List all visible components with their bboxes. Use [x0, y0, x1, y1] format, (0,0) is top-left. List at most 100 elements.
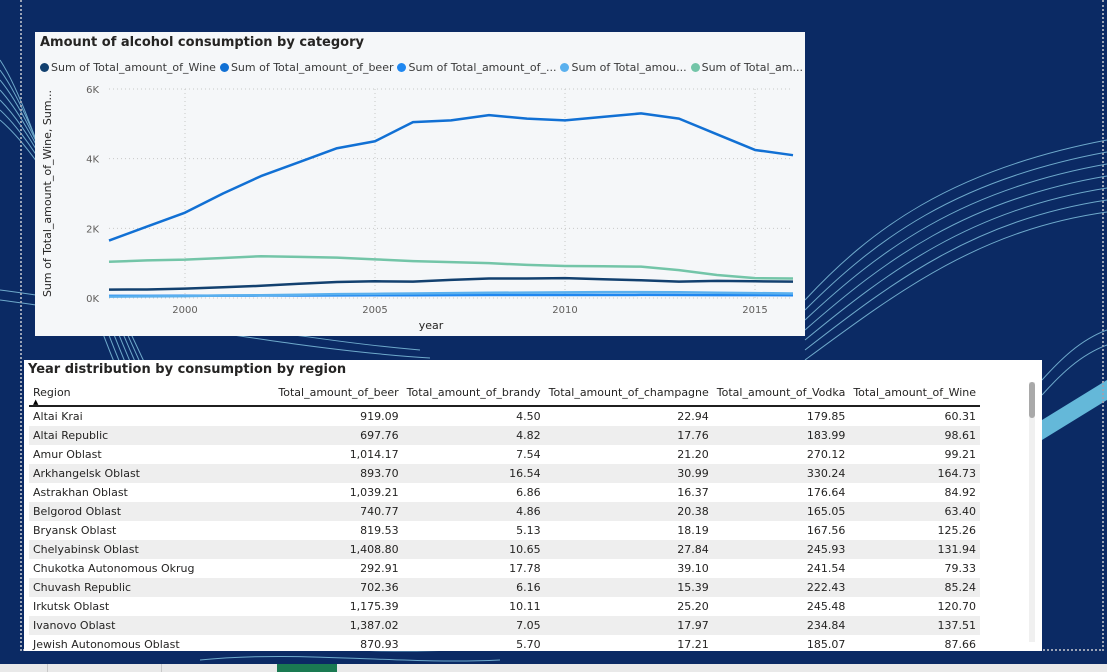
value-cell: 125.26: [937, 524, 977, 537]
value-cell: 17.76: [544, 426, 713, 445]
table-row[interactable]: Astrakhan Oblast 1,039.21 6.86 16.37 176.64 8…: [29, 483, 980, 502]
series-line-5: [108, 254, 794, 280]
tab-separator: [47, 664, 48, 672]
active-page-tab[interactable]: [277, 664, 337, 672]
value-cell: 1,039.21: [349, 486, 399, 499]
legend-item-4[interactable]: Sum of Total_amou...: [560, 61, 687, 74]
legend-marker-icon: [560, 63, 570, 72]
table-row[interactable]: Jewish Autonomous Oblast 870.93 5.70 17.21 1…: [29, 635, 980, 651]
y-tick-label: 2K: [86, 224, 99, 235]
table-row[interactable]: Chelyabinsk Oblast 1,408.80 10.65 27.84 245.…: [29, 540, 980, 559]
value-cell: 1,014.17: [349, 448, 399, 461]
value-cell: 6.16: [402, 578, 545, 597]
value-cell: 25.20: [677, 600, 709, 613]
value-cell: 30.99: [544, 464, 713, 483]
value-cell: 740.77: [274, 502, 403, 521]
region-cell: Irkutsk Oblast: [33, 600, 110, 613]
column-header-total-amount-of-wine[interactable]: Total_amount_of_Wine: [849, 383, 980, 407]
value-cell: 270.12: [806, 448, 846, 461]
value-cell: 98.61: [849, 426, 980, 445]
table-row[interactable]: Belgorod Oblast 740.77 4.86 20.38 165.05 63.4…: [29, 502, 980, 521]
region-cell: Bryansk Oblast: [33, 524, 117, 537]
legend-item-1[interactable]: Sum of Total_amount_of_Wine: [40, 61, 216, 74]
table-row[interactable]: Altai Republic 697.76 4.82 17.76 183.99 98.61: [29, 426, 980, 445]
region-cell: Ivanovo Oblast: [29, 616, 275, 635]
table-row[interactable]: Chukotka Autonomous Okrug 292.91 17.78 39.1…: [29, 559, 980, 578]
table-wrapper: Region ▲ Total_amount_of_beer Total_amount_…: [29, 383, 1019, 651]
value-cell: 183.99: [712, 426, 850, 445]
table-scroll-thumb[interactable]: [1029, 382, 1035, 418]
value-cell: 60.31: [944, 410, 977, 423]
column-header-region[interactable]: Region ▲: [29, 383, 275, 407]
region-cell: Altai Republic: [29, 426, 275, 445]
region-cell: Chuvash Republic: [29, 578, 275, 597]
y-tick-label: 6K: [86, 85, 99, 96]
value-cell: 137.51: [849, 616, 980, 635]
value-cell: 4.82: [402, 426, 545, 445]
value-cell: 17.97: [544, 616, 713, 635]
value-cell: 7.05: [402, 616, 545, 635]
value-cell: 245.93: [712, 540, 850, 559]
value-cell: 39.10: [677, 562, 709, 575]
value-cell: 185.07: [806, 638, 846, 651]
value-cell: 179.85: [806, 410, 846, 423]
legend-label: Sum of Total_amount_of_Wine: [51, 61, 216, 74]
value-cell: 99.21: [944, 448, 977, 461]
legend-item-5[interactable]: Sum of Total_am...: [690, 61, 803, 74]
value-cell: 79.33: [944, 562, 977, 575]
table-row[interactable]: Chuvash Republic 702.36 6.16 15.39 222.43 85.…: [29, 578, 980, 597]
chart-legend: Sum of Total_amount_of_Wine Sum of Total_…: [40, 61, 807, 74]
value-cell: 164.73: [849, 464, 980, 483]
value-cell: 893.70: [274, 464, 403, 483]
table-row[interactable]: Arkhangelsk Oblast 893.70 16.54 30.99 330.24…: [29, 464, 980, 483]
column-header-total-amount-of-champagne[interactable]: Total_amount_of_champagne: [544, 383, 713, 407]
region-cell: Jewish Autonomous Oblast: [33, 638, 180, 651]
value-cell: 84.92: [944, 486, 977, 499]
table-row[interactable]: Ivanovo Oblast 1,387.02 7.05 17.97 234.84 137…: [29, 616, 980, 635]
x-tick-label: 2000: [172, 305, 197, 316]
legend-item-3[interactable]: Sum of Total_amount_of_...: [397, 61, 556, 74]
table-row[interactable]: Bryansk Oblast 819.53 5.13 18.19 167.56 125.2…: [29, 521, 980, 540]
value-cell: 63.40: [849, 502, 980, 521]
region-cell: Chukotka Autonomous Okrug: [33, 562, 195, 575]
series-line-1: [108, 276, 794, 291]
region-cell: Amur Oblast: [33, 448, 102, 461]
value-cell: 234.84: [712, 616, 850, 635]
column-header-total-amount-of-beer[interactable]: Total_amount_of_beer: [274, 383, 403, 407]
value-cell: 1,387.02: [274, 616, 403, 635]
y-axis-label: Sum of Total_amount_of_Wine, Sum...: [41, 90, 54, 297]
region-cell: Altai Krai: [33, 410, 83, 423]
value-cell: 245.48: [806, 600, 846, 613]
x-tick-label: 2010: [552, 305, 577, 316]
legend-marker-icon: [397, 63, 407, 72]
value-cell: 176.64: [806, 486, 846, 499]
value-cell: 16.54: [402, 464, 545, 483]
legend-item-2[interactable]: Sum of Total_amount_of_beer: [219, 61, 394, 74]
region-table: Region ▲ Total_amount_of_beer Total_amount_…: [29, 383, 980, 651]
value-cell: 6.86: [516, 486, 541, 499]
table-row[interactable]: Irkutsk Oblast 1,175.39 10.11 25.20 245.48 12…: [29, 597, 980, 616]
table-title: Year distribution by consumption by regi…: [28, 362, 347, 377]
value-cell: 1,408.80: [274, 540, 403, 559]
column-header-total-amount-of-brandy[interactable]: Total_amount_of_brandy: [402, 383, 545, 407]
value-cell: 292.91: [360, 562, 399, 575]
region-table-card[interactable]: Year distribution by consumption by regi…: [24, 360, 1042, 651]
value-cell: 18.19: [677, 524, 709, 537]
value-cell: 167.56: [806, 524, 846, 537]
column-header-total-amount-of-vodka[interactable]: Total_amount_of_Vodka: [712, 383, 850, 407]
table-row[interactable]: Altai Krai 919.09 4.50 22.94 179.85 60.31: [29, 406, 980, 426]
line-chart: 0K 2K 4K 6K 2000 2005 2010 2015 year Sum of Total…: [41, 85, 794, 332]
value-cell: 330.24: [712, 464, 850, 483]
value-cell: 4.86: [402, 502, 545, 521]
table-row[interactable]: Amur Oblast 1,014.17 7.54 21.20 270.12 99.21: [29, 445, 980, 464]
value-cell: 17.78: [509, 562, 541, 575]
table-scrollbar[interactable]: [1029, 382, 1035, 642]
legend-marker-icon: [219, 63, 229, 72]
x-tick-label: 2005: [362, 305, 387, 316]
value-cell: 16.37: [677, 486, 709, 499]
legend-label: Sum of Total_amount_of_beer: [230, 61, 394, 74]
legend-label: Sum of Total_am...: [701, 61, 803, 74]
region-cell: Arkhangelsk Oblast: [29, 464, 275, 483]
value-cell: 5.13: [516, 524, 541, 537]
line-chart-card[interactable]: 0K 2K 4K 6K 2000 2005 2010 2015 year Sum of Total…: [35, 32, 805, 336]
